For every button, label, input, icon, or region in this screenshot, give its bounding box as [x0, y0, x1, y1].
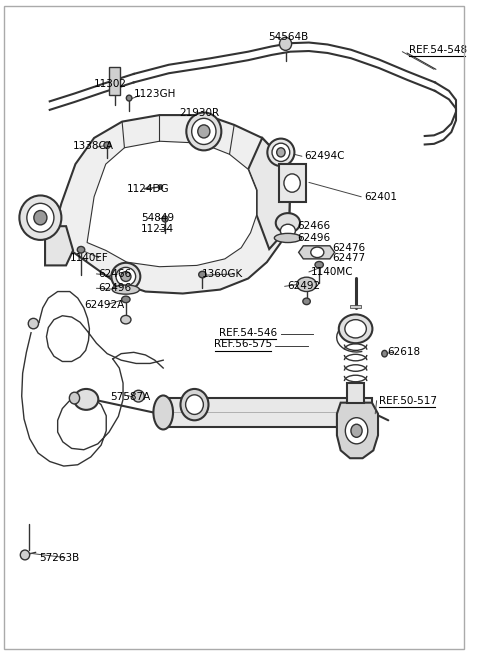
Ellipse shape	[20, 550, 30, 560]
Ellipse shape	[186, 395, 204, 415]
Text: 62492A: 62492A	[84, 299, 124, 310]
Ellipse shape	[112, 285, 139, 294]
Ellipse shape	[120, 316, 131, 324]
Ellipse shape	[180, 389, 208, 421]
Ellipse shape	[111, 263, 140, 290]
Text: 62496: 62496	[98, 283, 131, 293]
Text: 11302: 11302	[94, 79, 127, 89]
Text: 1124DG: 1124DG	[127, 184, 169, 194]
Bar	[278, 164, 306, 202]
Text: 62477: 62477	[332, 253, 365, 263]
Polygon shape	[248, 138, 290, 249]
Polygon shape	[337, 403, 378, 458]
Text: 1140EF: 1140EF	[70, 253, 108, 263]
Text: 62618: 62618	[387, 347, 420, 358]
Bar	[347, 383, 364, 403]
Ellipse shape	[120, 272, 131, 282]
Polygon shape	[299, 246, 335, 259]
Ellipse shape	[198, 125, 210, 138]
Ellipse shape	[158, 184, 163, 189]
Text: 1123GH: 1123GH	[134, 89, 176, 99]
Ellipse shape	[315, 261, 324, 268]
Bar	[109, 67, 120, 95]
Text: 62466: 62466	[98, 269, 131, 279]
Ellipse shape	[126, 95, 132, 101]
Ellipse shape	[276, 148, 285, 157]
Text: 57587A: 57587A	[110, 392, 151, 402]
Ellipse shape	[311, 247, 324, 257]
Ellipse shape	[275, 233, 301, 242]
Text: 62496: 62496	[297, 233, 330, 243]
Text: 1140MC: 1140MC	[311, 267, 354, 277]
Text: 62494C: 62494C	[304, 151, 345, 161]
Ellipse shape	[132, 390, 144, 402]
Ellipse shape	[74, 389, 98, 410]
Text: REF.54-548: REF.54-548	[409, 45, 468, 55]
Ellipse shape	[34, 210, 47, 225]
Ellipse shape	[199, 271, 206, 278]
Polygon shape	[48, 115, 290, 293]
Text: 1338CA: 1338CA	[73, 141, 114, 151]
Text: 62466: 62466	[297, 221, 330, 231]
Polygon shape	[87, 141, 257, 267]
Polygon shape	[45, 226, 73, 265]
Text: 62476: 62476	[332, 243, 365, 253]
Ellipse shape	[284, 174, 300, 192]
Text: 1360GK: 1360GK	[202, 269, 243, 279]
Ellipse shape	[297, 277, 316, 291]
Ellipse shape	[19, 195, 61, 240]
Ellipse shape	[77, 246, 85, 253]
Ellipse shape	[303, 298, 310, 305]
Ellipse shape	[28, 318, 38, 329]
Ellipse shape	[69, 392, 80, 404]
Bar	[162, 398, 372, 427]
Ellipse shape	[121, 296, 130, 303]
Text: 54564B: 54564B	[268, 31, 308, 42]
Text: 62401: 62401	[364, 192, 397, 202]
Ellipse shape	[345, 320, 366, 338]
Text: 54849: 54849	[141, 213, 174, 223]
Ellipse shape	[186, 113, 221, 151]
Text: 21930R: 21930R	[179, 108, 219, 118]
Text: REF.50-517: REF.50-517	[379, 396, 437, 405]
Text: 11234: 11234	[141, 225, 174, 234]
Ellipse shape	[162, 216, 168, 222]
Ellipse shape	[280, 224, 295, 237]
Ellipse shape	[272, 143, 290, 162]
Text: 62492: 62492	[287, 282, 320, 291]
Ellipse shape	[27, 203, 54, 232]
Ellipse shape	[351, 424, 362, 438]
Ellipse shape	[345, 418, 368, 444]
Ellipse shape	[104, 142, 110, 149]
Ellipse shape	[267, 139, 294, 166]
Ellipse shape	[339, 314, 372, 343]
Ellipse shape	[276, 213, 300, 233]
Ellipse shape	[116, 267, 136, 286]
Text: 57263B: 57263B	[39, 553, 79, 563]
Text: REF.54-546: REF.54-546	[219, 328, 277, 338]
Ellipse shape	[382, 350, 387, 357]
Text: REF.56-575: REF.56-575	[214, 339, 272, 350]
Ellipse shape	[192, 119, 216, 145]
Bar	[350, 305, 361, 308]
Ellipse shape	[154, 396, 173, 430]
Ellipse shape	[279, 37, 292, 50]
